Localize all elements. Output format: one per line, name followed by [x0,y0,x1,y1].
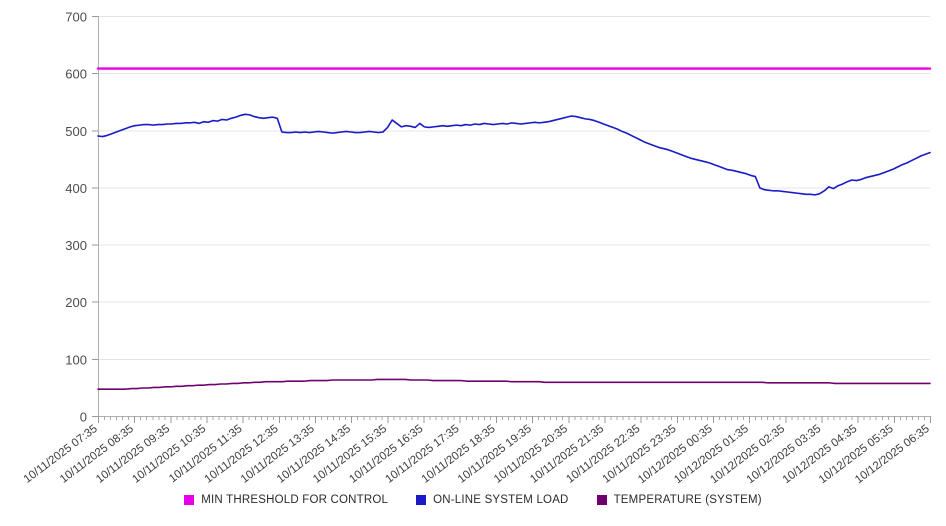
y-axis-tick-label: 500 [65,124,87,139]
legend-item-label: ON-LINE SYSTEM LOAD [433,494,569,506]
y-axis-tick-label: 0 [80,410,87,425]
legend-item-label: MIN THRESHOLD FOR CONTROL [201,494,389,506]
legend-item[interactable]: TEMPERATURE (SYSTEM) [596,494,762,506]
y-axis-tick-label: 400 [65,181,87,196]
y-axis-tick-label: 600 [65,67,87,82]
y-axis-tick-label: 300 [65,238,87,253]
y-gridlines: 0 100 200 300 400 500 600 700 [65,10,930,425]
x-axis-ticks [98,416,931,423]
chart-plot-area[interactable]: 0 100 200 300 400 500 600 700 10/11/2025 07:3510… [0,0,946,494]
legend-swatch-icon [416,495,427,505]
chart-series-group [96,67,932,390]
series-line-2[interactable] [97,378,931,390]
y-axis-tick-label: 200 [65,295,87,310]
legend-swatch-icon [596,495,607,505]
legend-swatch-icon [184,495,195,505]
legend-item[interactable]: ON-LINE SYSTEM LOAD [416,494,568,506]
y-axis-tick-label: 700 [65,10,87,25]
chart-legend: MIN THRESHOLD FOR CONTROL ON-LINE SYSTEM … [0,494,946,506]
series-line-1[interactable] [97,113,931,196]
legend-item-label: TEMPERATURE (SYSTEM) [613,494,762,506]
y-axis-tick-label: 100 [65,352,87,367]
legend-item[interactable]: MIN THRESHOLD FOR CONTROL [184,494,388,506]
